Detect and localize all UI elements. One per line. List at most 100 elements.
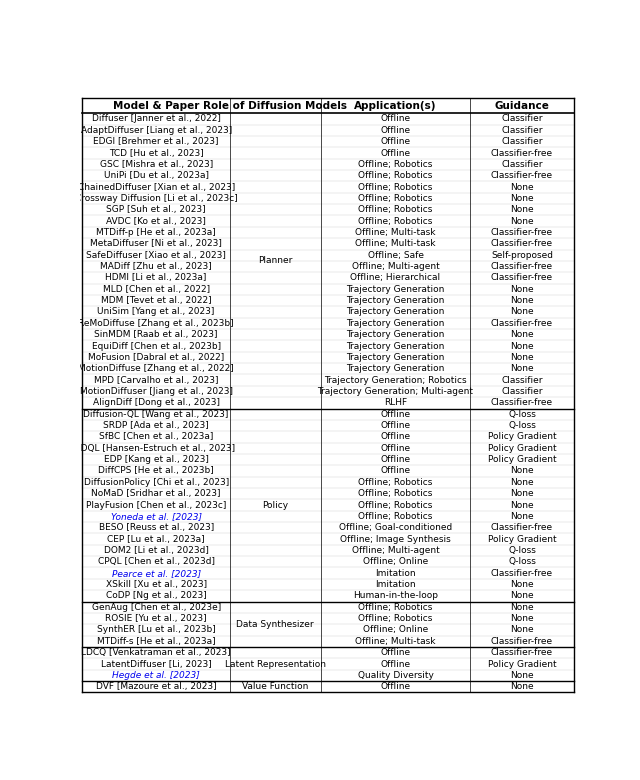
Text: Offline; Robotics: Offline; Robotics — [358, 489, 433, 498]
Text: Offline; Robotics: Offline; Robotics — [358, 194, 433, 203]
Text: None: None — [510, 614, 534, 623]
Text: ChainedDiffuser [Xian et al., 2023]: ChainedDiffuser [Xian et al., 2023] — [77, 183, 235, 192]
Text: MTDiff-p [He et al., 2023a]: MTDiff-p [He et al., 2023a] — [96, 228, 216, 237]
Text: Model & Paper: Model & Paper — [113, 101, 199, 111]
Text: Imitation: Imitation — [375, 569, 416, 578]
Text: MPD [Carvalho et al., 2023]: MPD [Carvalho et al., 2023] — [94, 376, 218, 385]
Text: ROSIE [Yu et al., 2023]: ROSIE [Yu et al., 2023] — [106, 614, 207, 623]
Text: SRDP [Ada et al., 2023]: SRDP [Ada et al., 2023] — [103, 421, 209, 430]
Text: Offline; Image Synthesis: Offline; Image Synthesis — [340, 534, 451, 544]
Text: DVF [Mazoure et al., 2023]: DVF [Mazoure et al., 2023] — [96, 682, 216, 691]
Text: AdaptDiffuser [Liang et al., 2023]: AdaptDiffuser [Liang et al., 2023] — [81, 126, 232, 135]
Text: Classifier-free: Classifier-free — [491, 399, 553, 407]
Text: LDCQ [Venkatraman et al., 2023]: LDCQ [Venkatraman et al., 2023] — [81, 648, 231, 658]
Text: Classifier: Classifier — [501, 376, 543, 385]
Text: Offline: Offline — [380, 432, 411, 441]
Text: Quality Diversity: Quality Diversity — [358, 671, 433, 680]
Text: None: None — [510, 580, 534, 589]
Text: Offline; Multi-task: Offline; Multi-task — [355, 239, 436, 248]
Text: Classifier-free: Classifier-free — [491, 523, 553, 532]
Text: Trajectory Generation: Trajectory Generation — [346, 364, 445, 374]
Text: Offline: Offline — [380, 115, 411, 123]
Text: Imitation: Imitation — [375, 580, 416, 589]
Text: Policy: Policy — [262, 501, 288, 509]
Text: None: None — [510, 205, 534, 215]
Text: DOM2 [Li et al., 2023d]: DOM2 [Li et al., 2023d] — [104, 546, 209, 555]
Text: Offline: Offline — [380, 648, 411, 658]
Text: Trajectory Generation: Trajectory Generation — [346, 296, 445, 305]
Text: Classifier-free: Classifier-free — [491, 228, 553, 237]
Text: Offline; Robotics: Offline; Robotics — [358, 205, 433, 215]
Text: None: None — [510, 353, 534, 362]
Text: Policy Gradient: Policy Gradient — [488, 660, 556, 668]
Text: PlayFusion [Chen et al., 2023c]: PlayFusion [Chen et al., 2023c] — [86, 501, 227, 509]
Text: None: None — [510, 682, 534, 691]
Text: Policy Gradient: Policy Gradient — [488, 432, 556, 441]
Text: Q-loss: Q-loss — [508, 410, 536, 419]
Text: Offline: Offline — [380, 660, 411, 668]
Text: Trajectory Generation: Trajectory Generation — [346, 330, 445, 339]
Text: GenAug [Chen et al., 2023e]: GenAug [Chen et al., 2023e] — [92, 603, 221, 612]
Text: GSC [Mishra et al., 2023]: GSC [Mishra et al., 2023] — [99, 160, 212, 168]
Text: SafeDiffuser [Xiao et al., 2023]: SafeDiffuser [Xiao et al., 2023] — [86, 250, 226, 260]
Text: Classifier-free: Classifier-free — [491, 319, 553, 328]
Text: Diffuser [Janner et al., 2022]: Diffuser [Janner et al., 2022] — [92, 115, 221, 123]
Text: Offline: Offline — [380, 148, 411, 158]
Text: Classifier: Classifier — [501, 115, 543, 123]
Text: Classifier-free: Classifier-free — [491, 569, 553, 578]
Text: Offline; Robotics: Offline; Robotics — [358, 183, 433, 192]
Text: XSkill [Xu et al., 2023]: XSkill [Xu et al., 2023] — [106, 580, 207, 589]
Text: Classifier-free: Classifier-free — [491, 648, 553, 658]
Text: Trajectory Generation; Multi-agent: Trajectory Generation; Multi-agent — [317, 387, 474, 396]
Text: SinMDM [Raab et al., 2023]: SinMDM [Raab et al., 2023] — [94, 330, 218, 339]
Text: AlignDiff [Dong et al., 2023]: AlignDiff [Dong et al., 2023] — [93, 399, 220, 407]
Text: None: None — [510, 466, 534, 476]
Text: Human-in-the-loop: Human-in-the-loop — [353, 591, 438, 601]
Text: Data Synthesizer: Data Synthesizer — [236, 620, 314, 629]
Text: EDP [Kang et al., 2023]: EDP [Kang et al., 2023] — [104, 455, 209, 464]
Text: Offline: Offline — [380, 421, 411, 430]
Text: Q-loss: Q-loss — [508, 546, 536, 555]
Text: Policy Gradient: Policy Gradient — [488, 455, 556, 464]
Text: Offline; Goal-conditioned: Offline; Goal-conditioned — [339, 523, 452, 532]
Text: Self-proposed: Self-proposed — [491, 250, 553, 260]
Text: None: None — [510, 626, 534, 634]
Text: Offline; Multi-agent: Offline; Multi-agent — [351, 262, 440, 271]
Text: NoMaD [Sridhar et al., 2023]: NoMaD [Sridhar et al., 2023] — [92, 489, 221, 498]
Text: Offline: Offline — [380, 682, 411, 691]
Text: Classifier: Classifier — [501, 137, 543, 146]
Text: None: None — [510, 296, 534, 305]
Text: Application(s): Application(s) — [355, 101, 436, 111]
Text: UniPi [Du et al., 2023a]: UniPi [Du et al., 2023a] — [104, 172, 209, 180]
Text: Offline; Multi-task: Offline; Multi-task — [355, 228, 436, 237]
Text: None: None — [510, 671, 534, 680]
Text: Offline; Robotics: Offline; Robotics — [358, 478, 433, 487]
Text: Value Function: Value Function — [242, 682, 308, 691]
Text: TCD [Hu et al., 2023]: TCD [Hu et al., 2023] — [109, 148, 204, 158]
Text: Offline: Offline — [380, 455, 411, 464]
Text: Classifier: Classifier — [501, 126, 543, 135]
Text: None: None — [510, 478, 534, 487]
Text: Policy Gradient: Policy Gradient — [488, 534, 556, 544]
Text: Trajectory Generation; Robotics: Trajectory Generation; Robotics — [324, 376, 467, 385]
Text: Offline; Robotics: Offline; Robotics — [358, 501, 433, 509]
Text: Trajectory Generation: Trajectory Generation — [346, 342, 445, 350]
Text: Yoneda et al. [2023]: Yoneda et al. [2023] — [111, 512, 202, 521]
Text: Planner: Planner — [258, 257, 292, 265]
Text: SynthER [Lu et al., 2023b]: SynthER [Lu et al., 2023b] — [97, 626, 216, 634]
Text: Offline: Offline — [380, 444, 411, 452]
Text: Trajectory Generation: Trajectory Generation — [346, 319, 445, 328]
Text: Classifier-free: Classifier-free — [491, 262, 553, 271]
Text: Diffusion-QL [Wang et al., 2023]: Diffusion-QL [Wang et al., 2023] — [83, 410, 229, 419]
Text: None: None — [510, 501, 534, 509]
Text: Hegde et al. [2023]: Hegde et al. [2023] — [112, 671, 200, 680]
Text: None: None — [510, 364, 534, 374]
Text: None: None — [510, 183, 534, 192]
Text: AVDC [Ko et al., 2023]: AVDC [Ko et al., 2023] — [106, 217, 206, 225]
Text: Offline; Robotics: Offline; Robotics — [358, 603, 433, 612]
Text: Latent Representation: Latent Representation — [225, 660, 326, 668]
Text: MetaDiffuser [Ni et al., 2023]: MetaDiffuser [Ni et al., 2023] — [90, 239, 222, 248]
Text: CEP [Lu et al., 2023a]: CEP [Lu et al., 2023a] — [108, 534, 205, 544]
Text: BESO [Reuss et al., 2023]: BESO [Reuss et al., 2023] — [99, 523, 214, 532]
Text: MotionDiffuser [Jiang et al., 2023]: MotionDiffuser [Jiang et al., 2023] — [79, 387, 232, 396]
